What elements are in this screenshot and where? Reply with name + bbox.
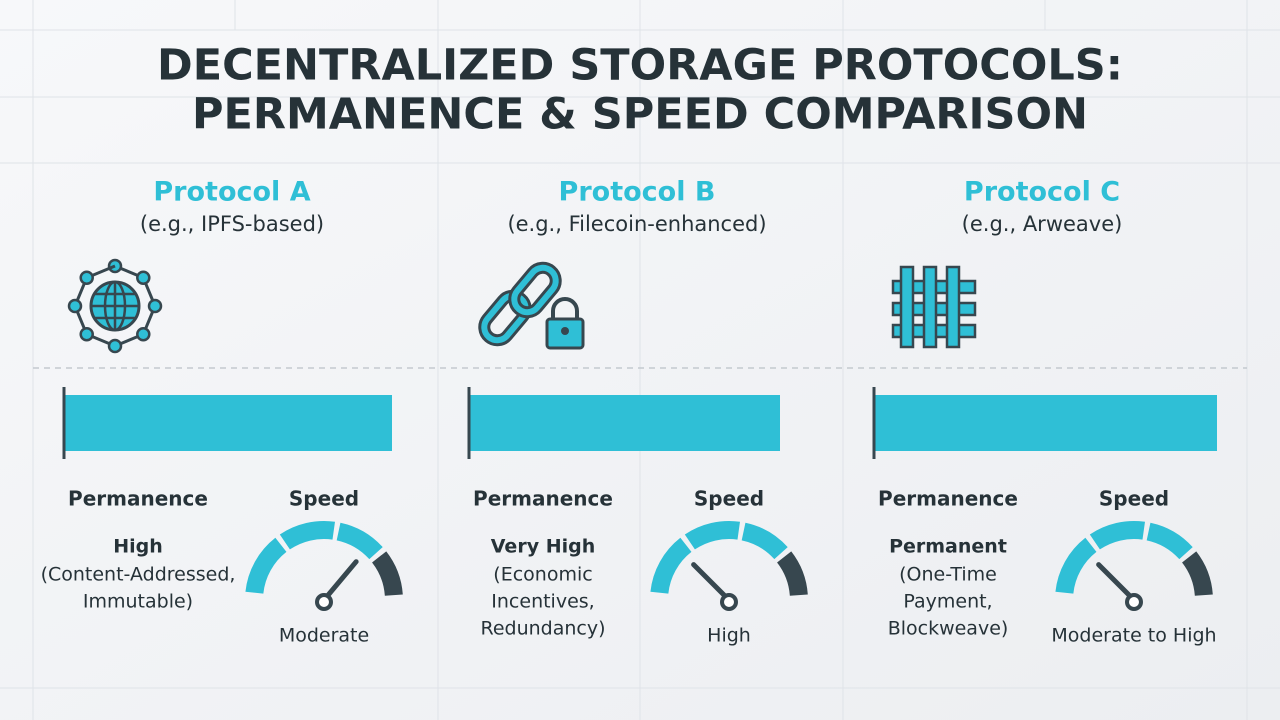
permanence-detail: (One-Time: [899, 564, 997, 586]
speed-rating: High: [707, 625, 751, 647]
icon-weave: [945, 265, 961, 349]
icon-node: [136, 270, 151, 285]
gauge-segment: [336, 522, 383, 560]
protocol-icon: [67, 258, 163, 354]
permanence-detail: Payment,: [903, 591, 992, 613]
protocol-icon: [478, 261, 585, 350]
permanence-detail: (Content-Addressed,: [41, 564, 236, 586]
speed-label: Speed: [1099, 487, 1169, 511]
permanence-detail: Redundancy): [480, 618, 605, 640]
gauge-segment: [245, 537, 287, 594]
gauge-needle: [1096, 562, 1137, 603]
gauge-hub: [1125, 593, 1143, 611]
speed-label: Speed: [289, 487, 359, 511]
protocol-example: (e.g., Filecoin-enhanced): [507, 212, 766, 236]
gauge-segment: [650, 537, 692, 594]
gauge-hub: [720, 593, 738, 611]
speed-label: Speed: [694, 487, 764, 511]
title-line: PERMANENCE & SPEED COMPARISON: [192, 90, 1088, 140]
gauge-segment: [279, 521, 335, 550]
speed-rating: Moderate: [279, 625, 369, 647]
permanence-bar: [468, 395, 780, 451]
gauge-segment: [776, 551, 808, 597]
gauge-hub: [315, 593, 333, 611]
gauge-segment: [741, 522, 788, 560]
icon-node: [67, 298, 83, 314]
permanence-bar: [63, 395, 392, 451]
gauge-segment: [1089, 521, 1145, 550]
protocol-example: (e.g., IPFS-based): [140, 212, 324, 236]
icon-globe-line: [91, 282, 139, 330]
permanence-detail: Incentives,: [491, 591, 594, 613]
icon-link: [511, 264, 559, 316]
permanence-detail: (Economic: [493, 564, 592, 586]
icon-node: [147, 298, 163, 314]
icon-link: [481, 292, 529, 344]
gauge-segment: [1146, 522, 1193, 560]
title-line: DECENTRALIZED STORAGE PROTOCOLS:: [157, 41, 1123, 91]
protocol-example: (e.g., Arweave): [962, 212, 1123, 236]
gauge-needle: [321, 559, 359, 603]
icon-shackle: [551, 297, 579, 320]
protocol-name: Protocol C: [964, 177, 1120, 208]
permanence-level: Permanent: [889, 536, 1007, 558]
gauge-needle: [691, 562, 732, 603]
gauge-segment: [1055, 537, 1097, 594]
icon-weave: [899, 265, 915, 349]
permanence-detail: Immutable): [83, 591, 193, 613]
gauge-segment: [1181, 551, 1213, 597]
permanence-label: Permanence: [473, 487, 613, 511]
icon-node: [107, 338, 123, 354]
icon-node: [136, 327, 151, 342]
gauge-segment: [684, 521, 740, 550]
protocol-name: Protocol B: [559, 177, 716, 208]
icon-weave: [922, 265, 938, 349]
permanence-level: High: [113, 536, 163, 558]
gauge-segment: [371, 551, 403, 597]
protocol-name: Protocol A: [153, 177, 310, 208]
icon-node: [79, 270, 94, 285]
speed-rating: Moderate to High: [1051, 625, 1216, 647]
protocol-icon: [891, 265, 977, 349]
icon-keyhole: [561, 327, 569, 335]
permanence-label: Permanence: [68, 487, 208, 511]
permanence-level: Very High: [491, 536, 595, 558]
permanence-detail: Blockweave): [888, 618, 1009, 640]
icon-node: [79, 327, 94, 342]
permanence-label: Permanence: [878, 487, 1018, 511]
permanence-bar: [873, 395, 1217, 451]
